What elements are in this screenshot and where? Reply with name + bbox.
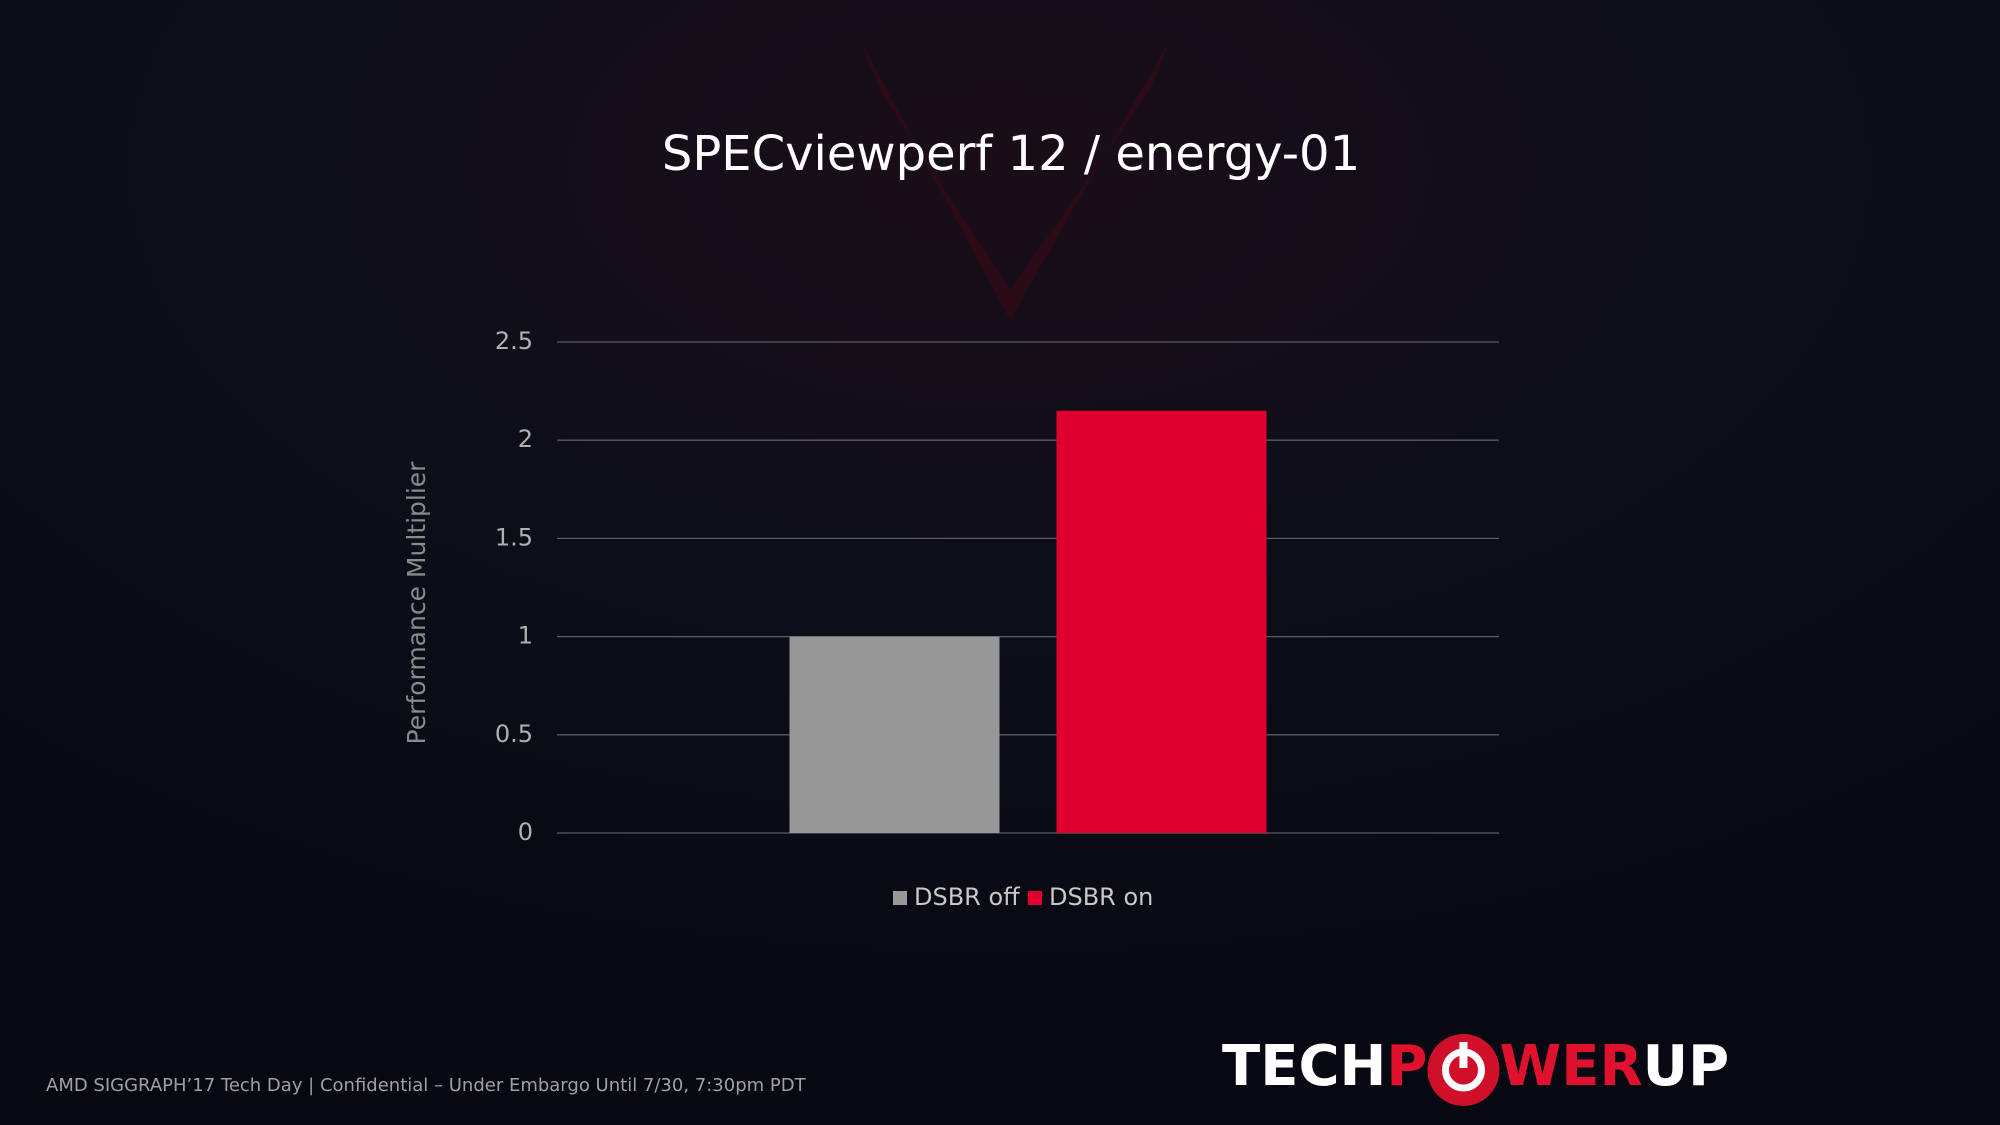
bar [789, 636, 1000, 833]
footer: AMD SIGGRAPH’17 Tech Day | Confidential … [46, 1075, 807, 1096]
y-tick-label: 2 [518, 425, 533, 453]
y-axis-label: Performance Multiplier [402, 461, 431, 745]
y-tick-label: 1 [518, 622, 533, 650]
watermark-part: TECH [1222, 1034, 1386, 1099]
legend-swatch [893, 891, 907, 905]
legend-label: DSBR on [1049, 883, 1153, 911]
power-icon [1427, 1034, 1500, 1106]
y-tick-label: 2.5 [495, 327, 533, 355]
watermark-part: P [1386, 1034, 1427, 1099]
bar [1056, 410, 1267, 833]
watermark-part: WER [1499, 1034, 1642, 1099]
legend-label: DSBR off [914, 883, 1020, 911]
chart-title: SPECviewperf 12 / energy-01 [662, 126, 1360, 182]
watermark-text: TECHP WERUP [1222, 1034, 1729, 1099]
watermark-part: UP [1643, 1034, 1730, 1099]
watermark: TECHP WERUP [1222, 1034, 1729, 1099]
y-tick-label: 0 [518, 818, 533, 846]
y-tick-label: 0.5 [495, 720, 533, 748]
legend-swatch [1028, 891, 1042, 905]
y-tick-label: 1.5 [495, 523, 533, 551]
